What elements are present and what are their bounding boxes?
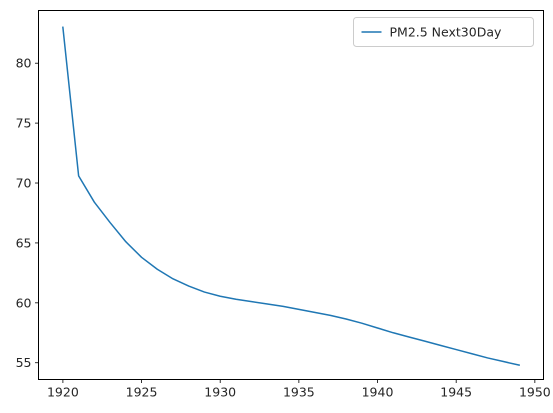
y-tick-label: 60 bbox=[16, 295, 32, 310]
y-tick-label: 65 bbox=[16, 235, 32, 250]
x-tick-label: 1925 bbox=[126, 385, 158, 400]
plot-area bbox=[38, 10, 544, 380]
y-tick-label: 55 bbox=[16, 355, 32, 370]
series-layer bbox=[62, 26, 521, 367]
y-tick-label: 70 bbox=[16, 176, 32, 191]
legend-box bbox=[353, 17, 534, 47]
x-tick-label: 1935 bbox=[283, 385, 315, 400]
y-tick-label: 80 bbox=[16, 56, 32, 71]
x-tick-label: 1940 bbox=[362, 385, 394, 400]
x-tick-label: 1920 bbox=[47, 385, 79, 400]
x-tick-label: 1945 bbox=[440, 385, 472, 400]
y-axis: 55 60 65 70 75 80 bbox=[16, 56, 39, 370]
x-tick-label: 1950 bbox=[519, 385, 551, 400]
series-line-0 bbox=[62, 26, 521, 367]
x-axis: 1920 1925 1930 1935 1940 1945 1950 bbox=[47, 379, 551, 400]
axes-frame bbox=[38, 10, 544, 380]
legend: PM2.5 Next30Day bbox=[353, 17, 534, 47]
legend-label: PM2.5 Next30Day bbox=[390, 25, 502, 40]
y-tick-label: 75 bbox=[16, 116, 32, 131]
x-tick-label: 1930 bbox=[204, 385, 236, 400]
